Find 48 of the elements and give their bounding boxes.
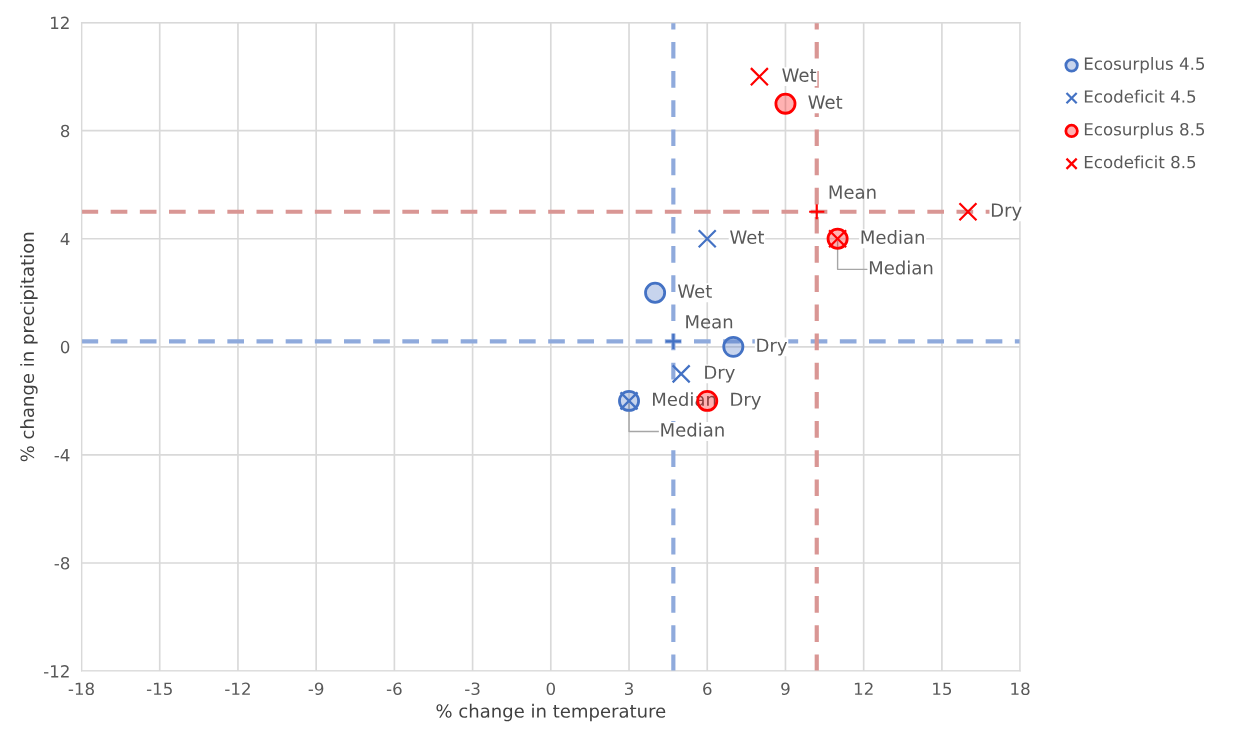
y-tick-label: -4 — [54, 449, 70, 462]
annotation: Median — [861, 230, 924, 245]
y-tick-label: -8 — [54, 556, 70, 570]
legend-label: Ecosurplus 4.5 — [1084, 57, 1205, 74]
annotation: Median — [869, 260, 933, 275]
x-tick-label: 18 — [1011, 682, 1030, 696]
x-tick-label: -12 — [225, 682, 250, 695]
annotation: Dry — [731, 392, 761, 410]
x-tick-label: -9 — [308, 682, 324, 696]
annotation: Wet — [730, 230, 765, 245]
legend-label: Ecosurplus 8.5 — [1084, 122, 1205, 139]
y-tick-label: 12 — [51, 16, 69, 29]
annotation: Dry — [757, 338, 788, 356]
annotation: Mean — [686, 315, 733, 329]
legend-label: Ecodeficit 8.5 — [1084, 155, 1196, 169]
point — [722, 335, 745, 358]
x-tick-label: 6 — [703, 682, 712, 696]
y-tick-label: 8 — [60, 124, 70, 138]
annotation: Dry — [705, 365, 735, 383]
annotation: Mean — [829, 185, 876, 199]
x-tick-label: -15 — [146, 682, 172, 696]
point — [808, 203, 826, 221]
point — [697, 229, 717, 249]
x-tick-label: 0 — [546, 682, 556, 696]
x-tick-label: -3 — [465, 682, 480, 696]
x-tick-label: -18 — [68, 682, 94, 696]
point — [774, 92, 797, 115]
point — [749, 67, 769, 87]
x-tick-label: -6 — [386, 682, 402, 696]
legend-label: Ecodeficit 4.5 — [1084, 89, 1196, 103]
x-tick-label: 9 — [781, 682, 790, 696]
x-tick-label: 15 — [933, 682, 952, 696]
annotation: Wet — [782, 68, 817, 82]
annotation: Median — [661, 422, 724, 437]
y-tick-label: -12 — [43, 665, 69, 678]
y-tick-label: 0 — [60, 340, 70, 354]
x-tick-label: 3 — [625, 682, 633, 696]
point — [671, 364, 691, 384]
x-axis-title: % change in temperature — [436, 703, 666, 722]
annotation: Dry — [991, 203, 1022, 221]
annotation: Wet — [677, 284, 712, 299]
point — [664, 332, 683, 351]
y-axis-title: % change in precipitation — [20, 232, 38, 462]
point — [958, 202, 978, 222]
x-tick-label: 12 — [854, 682, 873, 695]
annotation: Wet — [808, 95, 843, 109]
point — [644, 281, 667, 304]
y-tick-label: 4 — [60, 232, 70, 246]
